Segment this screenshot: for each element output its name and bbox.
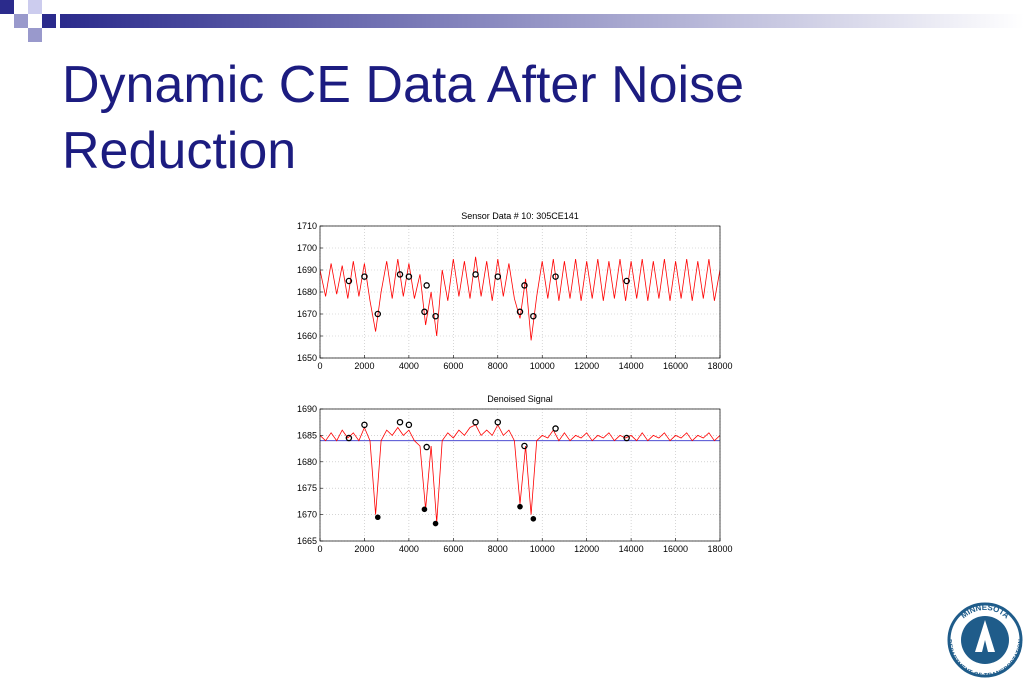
y-tick-label: 1690 [297,265,317,275]
marker [423,443,430,451]
marker [423,282,430,289]
marker [421,506,428,513]
y-tick-label: 1690 [297,404,317,414]
x-tick-label: 10000 [530,544,555,554]
marker [345,277,353,285]
x-tick-label: 0 [317,544,322,554]
x-tick-label: 16000 [663,361,688,371]
marker [516,308,524,316]
logo: MINNESOTA DEPARTMENT OF TRANSPORTATION [946,602,1024,679]
x-tick-label: 10000 [530,361,555,371]
chart: Denoised Signal 1665 1670 1675 1680 1685 1690 0… [297,394,733,554]
y-tick-label: 1685 [297,430,317,440]
deco-square [0,0,14,14]
marker [396,271,404,278]
marker [421,308,428,316]
series-line [320,256,720,341]
deco-square [28,0,42,14]
marker [374,514,381,521]
marker [623,434,630,442]
marker [521,282,528,289]
chart-title: Denoised Signal [487,394,553,404]
x-tick-label: 8000 [488,544,508,554]
x-tick-label: 18000 [707,544,732,554]
marker [361,421,368,429]
marker [552,425,559,432]
x-tick-label: 6000 [443,361,463,371]
marker [494,273,502,280]
marker [472,271,479,278]
plot-frame [319,408,721,542]
x-tick-label: 8000 [488,361,508,371]
marker [472,418,479,426]
marker [345,434,353,442]
x-tick-label: 2000 [354,544,374,554]
y-tick-label: 1665 [297,536,317,546]
plot-frame [319,225,721,359]
y-tick-label: 1700 [297,243,317,253]
x-tick-label: 18000 [707,361,732,371]
marker [552,273,559,280]
y-tick-label: 1710 [297,221,317,231]
marker [530,516,537,522]
x-tick-label: 16000 [663,544,688,554]
y-tick-label: 1650 [297,353,317,363]
marker [494,418,502,426]
x-tick-label: 4000 [399,544,419,554]
marker [517,503,523,510]
marker [405,273,413,280]
plot-area [320,409,720,541]
y-tick-label: 1670 [297,510,317,520]
deco-square [28,28,42,42]
deco-square [42,14,56,28]
header-bar [60,14,1024,28]
marker [432,520,439,527]
y-tick-label: 1675 [297,483,317,493]
marker [374,310,382,318]
logo-mark [975,620,995,652]
deco-square [14,14,28,28]
x-tick-label: 14000 [619,361,644,371]
marker [623,277,630,285]
y-tick-label: 1660 [297,331,317,341]
x-tick-label: 12000 [574,361,599,371]
slide-title-line: Dynamic CE Data After Noise [62,56,744,114]
x-tick-label: 6000 [443,544,463,554]
marker [530,312,537,320]
chart-title: Sensor Data # 10: 305CE141 [461,211,579,221]
x-tick-label: 12000 [574,544,599,554]
x-tick-label: 14000 [619,544,644,554]
marker [521,442,528,450]
y-tick-label: 1680 [297,287,317,297]
slide-title: Dynamic CE Data After Noise Reduction [62,56,744,180]
y-tick-label: 1670 [297,309,317,319]
marker [432,312,439,320]
marker [405,421,413,429]
x-tick-label: 0 [317,361,322,371]
y-tick-label: 1680 [297,457,317,467]
marker [361,273,368,280]
x-tick-label: 4000 [399,361,419,371]
charts: Sensor Data # 10: 305CE141 1650 1660 1670 16… [297,211,733,554]
slide-title-line: Reduction [62,122,296,180]
marker [396,418,404,426]
x-tick-label: 2000 [354,361,374,371]
chart: Sensor Data # 10: 305CE141 1650 1660 1670 16… [297,211,733,371]
